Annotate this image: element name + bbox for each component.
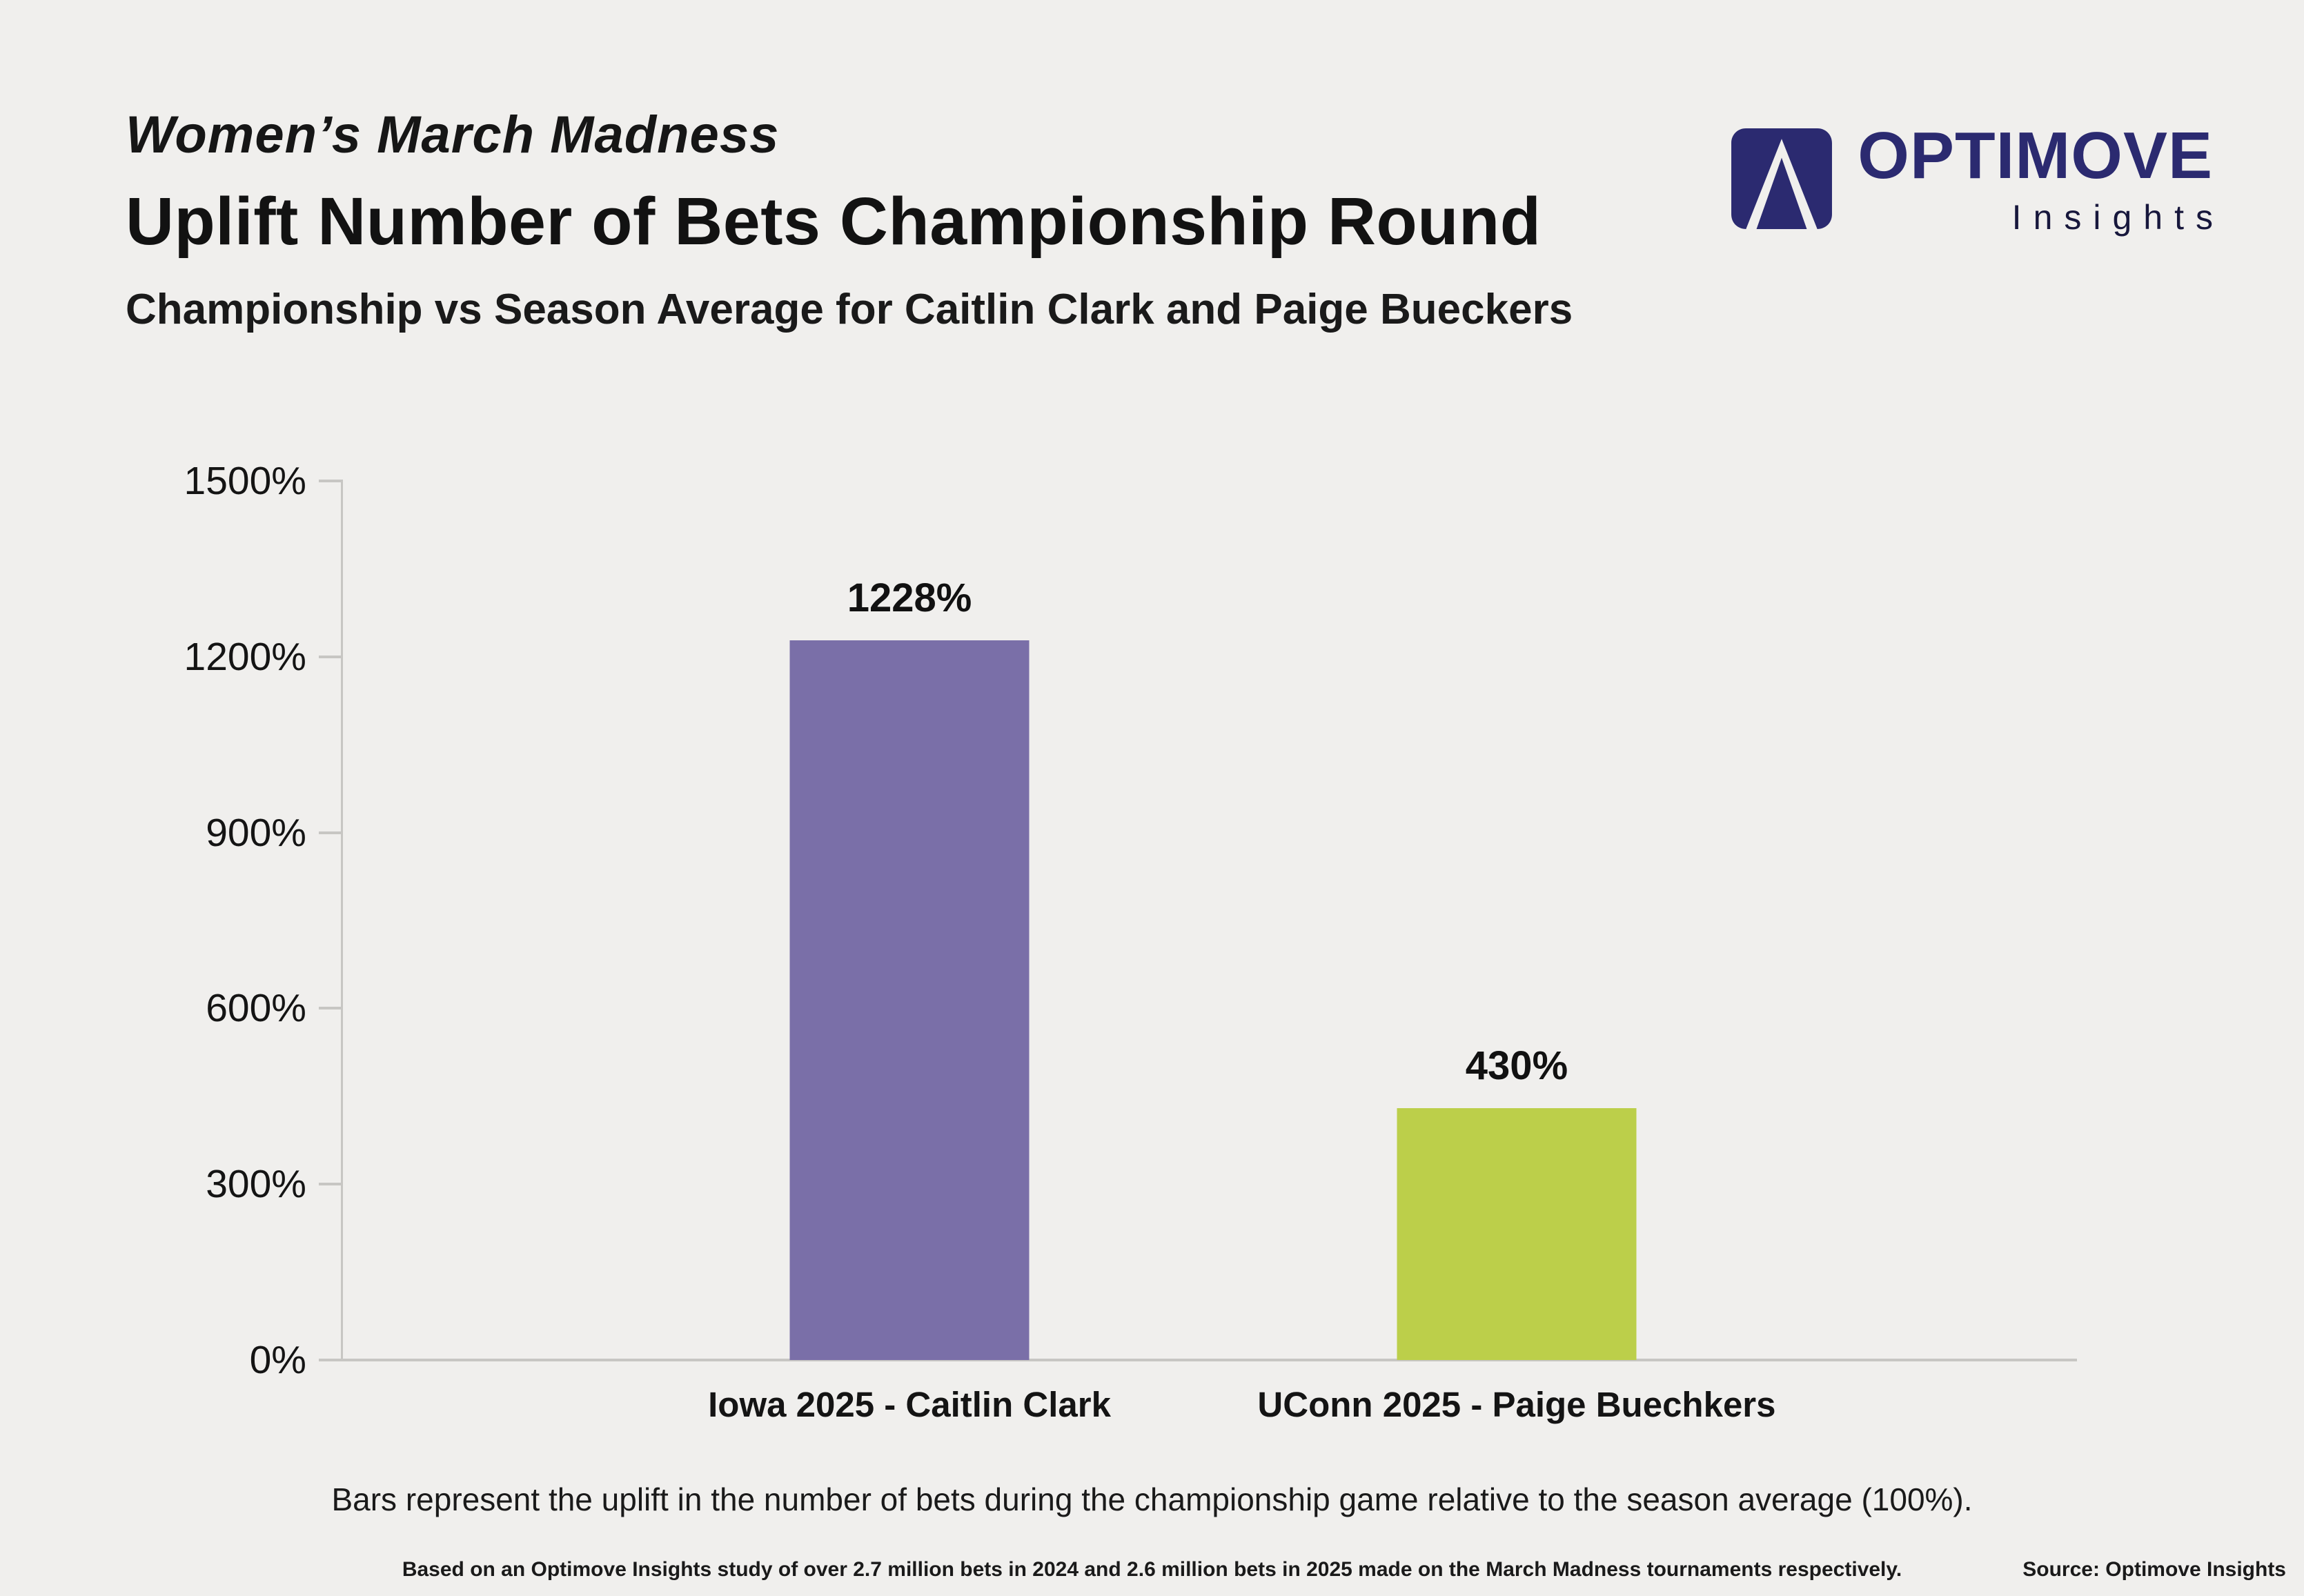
- logo-wordmark: OPTIMOVE: [1858, 119, 2213, 193]
- optimove-logo: OPTIMOVE Insights: [1729, 123, 2213, 235]
- x-axis-labels: Iowa 2025 - Caitlin Clark UConn 2025 - P…: [342, 1384, 2077, 1432]
- y-tick-mark: [319, 1359, 342, 1361]
- source-credit: Source: Optimove Insights: [2022, 1558, 2286, 1581]
- x-axis-label-uconn: UConn 2025 - Paige Buechkers: [1257, 1385, 1776, 1424]
- x-axis-line: [341, 1359, 2077, 1361]
- y-tick-label: 300%: [206, 1162, 306, 1207]
- logo-tagline: Insights: [2011, 198, 2225, 237]
- y-tick-label: 1500%: [184, 459, 307, 503]
- kicker: Women’s March Madness: [126, 106, 780, 164]
- y-tick-mark: [319, 655, 342, 658]
- header: Women’s March Madness Uplift Number of B…: [126, 105, 1573, 334]
- subtitle: Championship vs Season Average for Caitl…: [126, 286, 1573, 333]
- bar-fill-uconn: [1397, 1107, 1637, 1360]
- page-title: Uplift Number of Bets Championship Round: [126, 184, 1542, 259]
- bar-uconn-paige-buechkers: 430%: [1397, 1043, 1637, 1360]
- y-tick-label: 900%: [206, 810, 306, 855]
- y-tick-mark: [319, 831, 342, 834]
- bar-fill-iowa: [789, 640, 1030, 1360]
- optimove-logo-icon: [1729, 126, 1834, 231]
- bar-value-label: 1228%: [847, 575, 972, 621]
- y-tick-label: 1200%: [184, 634, 307, 679]
- bar-iowa-caitlin-clark: 1228%: [789, 575, 1030, 1360]
- y-tick-mark: [319, 1183, 342, 1186]
- x-axis-label-iowa: Iowa 2025 - Caitlin Clark: [708, 1385, 1112, 1424]
- methodology-note: Based on an Optimove Insights study of o…: [402, 1558, 1902, 1581]
- bar-value-label: 430%: [1465, 1043, 1568, 1088]
- y-tick-label: 600%: [206, 986, 306, 1031]
- chart-caption: Bars represent the uplift in the number …: [331, 1481, 1973, 1517]
- y-axis-line: [341, 480, 343, 1360]
- logo-text: OPTIMOVE Insights: [1858, 123, 2213, 235]
- y-tick-mark: [319, 480, 342, 482]
- footer: Based on an Optimove Insights study of o…: [0, 1558, 2304, 1586]
- bar-chart: 1500% 1200% 900% 600% 300% 0% 1228% 430%: [184, 459, 2077, 1382]
- y-tick-mark: [319, 1007, 342, 1010]
- y-tick-label: 0%: [249, 1338, 306, 1382]
